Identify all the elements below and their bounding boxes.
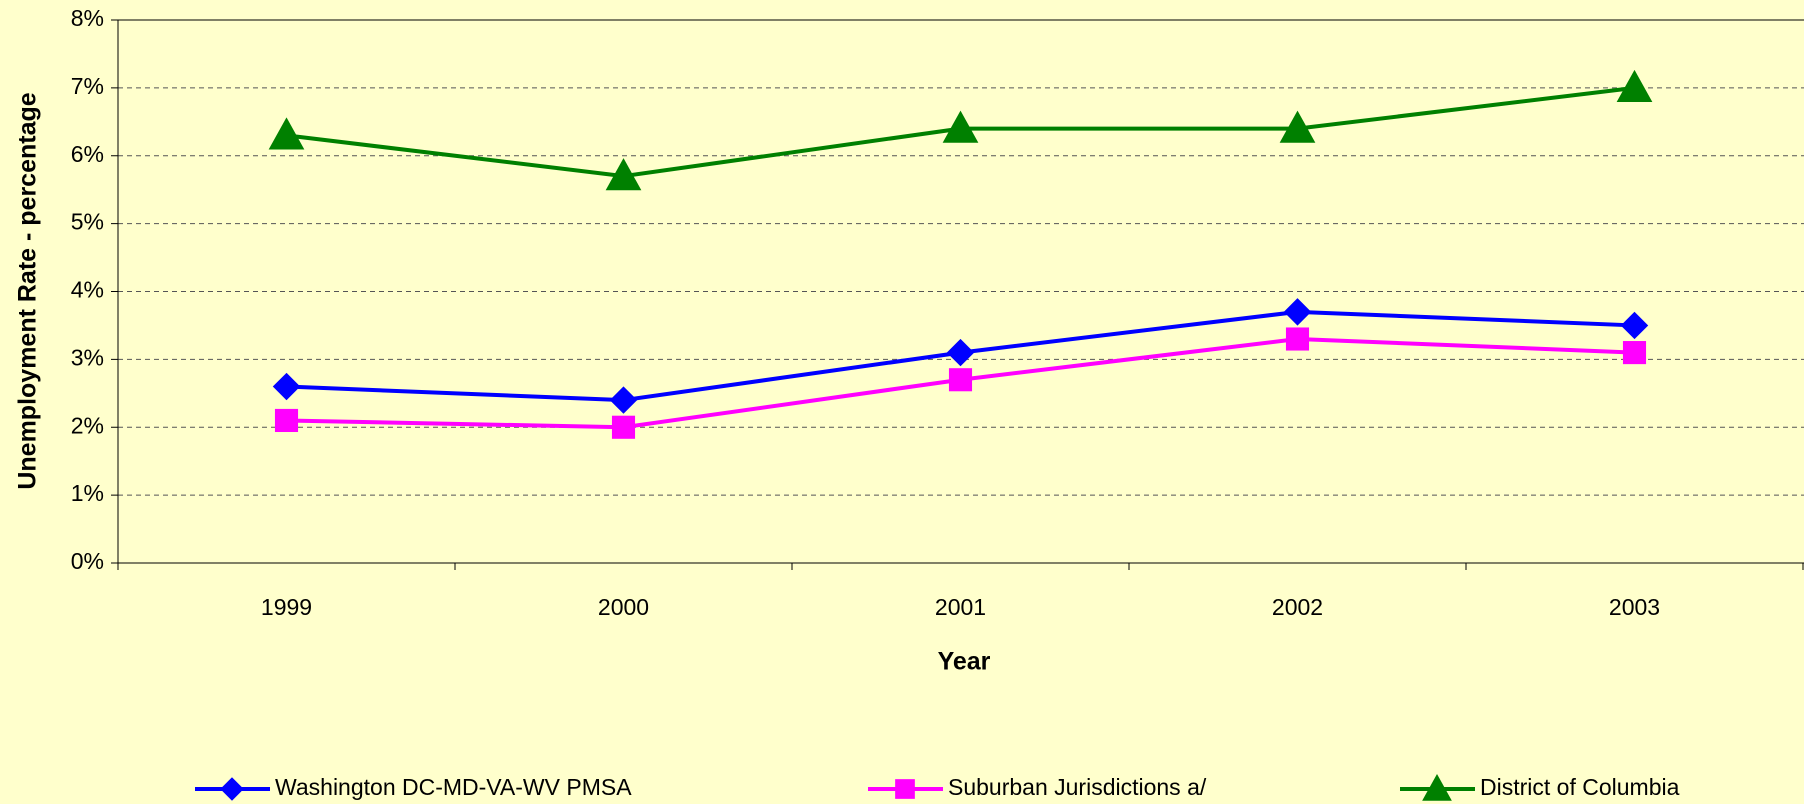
y-tick-label: 2%	[71, 412, 104, 438]
marker	[220, 777, 244, 801]
marker	[274, 408, 299, 433]
marker	[272, 372, 301, 401]
marker	[1279, 110, 1316, 143]
x-tick-label: 2002	[1272, 594, 1323, 620]
y-tick-label: 8%	[71, 5, 104, 31]
legend-label: Suburban Jurisdictions a/	[948, 774, 1207, 800]
marker	[1285, 327, 1310, 351]
marker	[1422, 773, 1452, 801]
marker	[268, 117, 305, 150]
marker	[895, 779, 915, 799]
marker	[1283, 298, 1312, 326]
y-tick-label: 1%	[71, 480, 104, 506]
y-tick-label: 3%	[71, 344, 104, 370]
y-axis-label: Unemployment Rate - percentage	[14, 92, 42, 489]
marker	[605, 158, 642, 191]
y-tick-label: 7%	[71, 73, 104, 99]
y-tick-label: 6%	[71, 141, 104, 167]
y-tick-label: 5%	[71, 209, 104, 235]
legend-label: District of Columbia	[1480, 774, 1680, 800]
marker	[1620, 311, 1649, 340]
y-tick-label: 4%	[71, 277, 104, 303]
marker	[942, 110, 979, 143]
legend-label: Washington DC-MD-VA-WV PMSA	[275, 774, 632, 800]
marker	[1622, 341, 1647, 365]
marker	[611, 415, 636, 439]
marker	[1616, 69, 1653, 102]
marker	[946, 338, 975, 367]
x-tick-label: 2000	[598, 594, 649, 620]
x-tick-label: 1999	[261, 594, 312, 620]
marker	[948, 368, 973, 392]
y-tick-label: 0%	[71, 548, 104, 574]
x-axis-label: Year	[938, 648, 991, 676]
x-tick-label: 2001	[935, 594, 986, 620]
x-tick-label: 2003	[1609, 594, 1660, 620]
marker	[609, 386, 638, 414]
